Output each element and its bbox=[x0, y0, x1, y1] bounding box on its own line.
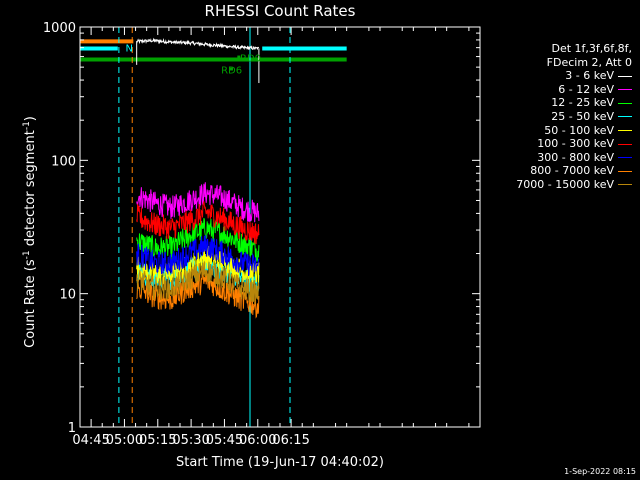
annotation-label: N bbox=[126, 44, 133, 55]
x-tick-label: 05:00 bbox=[106, 433, 143, 448]
footer-timestamp: 1-Sep-2022 08:15 bbox=[564, 467, 636, 476]
legend-entry-label: 7000 - 15000 keV bbox=[516, 177, 614, 191]
series-line bbox=[136, 182, 260, 223]
legend-header-line-1: Det 1f,3f,6f,8f, bbox=[551, 42, 632, 55]
legend-swatch bbox=[618, 75, 632, 77]
x-tick-label: 06:15 bbox=[272, 433, 309, 448]
legend-entry-label: 3 - 6 keV bbox=[565, 69, 614, 83]
plot-frame bbox=[79, 26, 481, 428]
legend-swatch bbox=[618, 116, 632, 118]
x-axis-label: Start Time (19-Jun-17 04:40:02) bbox=[176, 455, 384, 470]
legend-swatch bbox=[618, 130, 632, 132]
series-line bbox=[136, 201, 260, 245]
legend: Det 1f,3f,6f,8f, FDecim 2, Att 0 3 - 6 k… bbox=[516, 42, 632, 192]
x-tick-label: 05:45 bbox=[206, 433, 243, 448]
x-tick-label: 04:45 bbox=[72, 433, 109, 448]
legend-entry-label: 50 - 100 keV bbox=[544, 123, 614, 137]
x-tick-label: 06:00 bbox=[239, 433, 276, 448]
x-tick-label: 05:15 bbox=[139, 433, 176, 448]
legend-entry-label: 6 - 12 keV bbox=[558, 82, 614, 96]
rd6-marker bbox=[230, 67, 233, 71]
annotation-label: RD6 bbox=[221, 66, 242, 77]
legend-entry: 6 - 12 keV bbox=[516, 83, 632, 97]
rd0-marker bbox=[237, 55, 241, 59]
x-tick-label: 05:30 bbox=[172, 433, 209, 448]
y-tick-label: 1000 bbox=[43, 21, 76, 36]
y-axis-label: Count Rate (s-1 detector segment-1) bbox=[21, 116, 39, 348]
legend-entry: 50 - 100 keV bbox=[516, 124, 632, 138]
legend-swatch bbox=[618, 89, 632, 91]
series-lines bbox=[136, 37, 260, 319]
legend-entry-label: 100 - 300 keV bbox=[537, 137, 614, 151]
chart-title: RHESSI Count Rates bbox=[204, 2, 356, 20]
annotation-label: RD0 bbox=[240, 54, 261, 65]
legend-swatch bbox=[618, 170, 632, 172]
series-line bbox=[136, 234, 260, 277]
state-bars bbox=[80, 39, 347, 62]
y-tick-label: 1 bbox=[68, 421, 76, 436]
legend-entry-label: 300 - 800 keV bbox=[537, 150, 614, 164]
legend-header-line-2: FDecim 2, Att 0 bbox=[546, 55, 632, 69]
legend-swatch bbox=[618, 143, 632, 145]
legend-swatch bbox=[618, 184, 632, 186]
legend-entry: 300 - 800 keV bbox=[516, 151, 632, 165]
legend-entry: 25 - 50 keV bbox=[516, 110, 632, 124]
legend-entry-label: 12 - 25 keV bbox=[551, 96, 614, 110]
legend-entry: 800 - 7000 keV bbox=[516, 164, 632, 178]
legend-entry: 7000 - 15000 keV bbox=[516, 178, 632, 192]
y-tick-label: 10 bbox=[59, 288, 76, 303]
series-line bbox=[136, 217, 260, 262]
legend-swatch bbox=[618, 102, 632, 104]
series-line bbox=[136, 37, 260, 51]
legend-swatch bbox=[618, 157, 632, 159]
legend-entry-label: 800 - 7000 keV bbox=[530, 164, 614, 178]
legend-entry: 12 - 25 keV bbox=[516, 96, 632, 110]
legend-entry: 100 - 300 keV bbox=[516, 137, 632, 151]
y-tick-label: 100 bbox=[51, 154, 76, 169]
series-line bbox=[136, 261, 260, 305]
legend-entry: 3 - 6 keV bbox=[516, 69, 632, 83]
legend-entry-label: 25 - 50 keV bbox=[551, 109, 614, 123]
